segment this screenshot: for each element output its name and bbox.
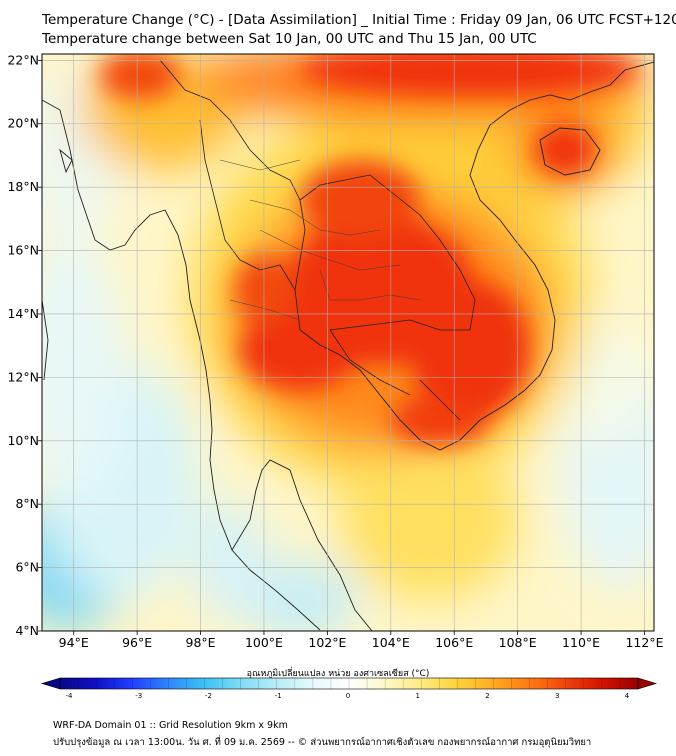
colorbar-title: อุณหภูมิเปลี่ยนแปลง หน่วย องศาเซลเซียส (… (246, 669, 430, 679)
lon-tick-label: 104°E (372, 635, 410, 650)
lat-tick-label: 10°N (7, 433, 39, 448)
temperature-change-map: 94°E 96°E 98°E 100°E 102°E 104°E 106°E 108°E 110… (7, 52, 663, 650)
chart-subtitle: Temperature change between Sat 10 Jan, 0… (42, 31, 537, 47)
map-gridlines (42, 54, 654, 631)
lon-tick-label: 94°E (59, 635, 89, 650)
lat-tick-label: 14°N (7, 306, 39, 321)
coastlines (42, 61, 654, 631)
footer-model-info: WRF-DA Domain 01 :: Grid Resolution 9km … (53, 720, 288, 731)
country-borders (159, 59, 476, 421)
lat-tick-label: 16°N (7, 243, 39, 258)
province-borders (219, 159, 421, 321)
lon-tick-label: 102°E (308, 635, 346, 650)
footer-credit: ปรับปรุงข้อมูล ณ เวลา 13:00น. วัน ศ. ที่… (53, 737, 592, 748)
lon-tick-label: 98°E (186, 635, 216, 650)
lon-tick-label: 110°E (562, 635, 600, 650)
hot-spots (100, 54, 640, 445)
lat-tick-label: 8°N (15, 496, 39, 511)
lat-tick-label: 22°N (7, 52, 39, 67)
lon-tick-label: 106°E (435, 635, 473, 650)
lon-tick-label: 108°E (499, 635, 537, 650)
map-frame (41, 53, 655, 632)
chart-title: Temperature Change (°C) - [Data Assimila… (42, 12, 676, 28)
lat-tick-label: 12°N (7, 369, 39, 384)
lat-tick-label: 4°N (15, 623, 39, 638)
lat-tick-label: 6°N (15, 560, 39, 575)
lat-tick-label: 20°N (7, 116, 39, 131)
lon-tick-label: 100°E (245, 635, 283, 650)
lon-tick-label: 96°E (122, 635, 152, 650)
lon-tick-label: 112°E (625, 635, 663, 650)
lat-tick-label: 18°N (7, 179, 39, 194)
